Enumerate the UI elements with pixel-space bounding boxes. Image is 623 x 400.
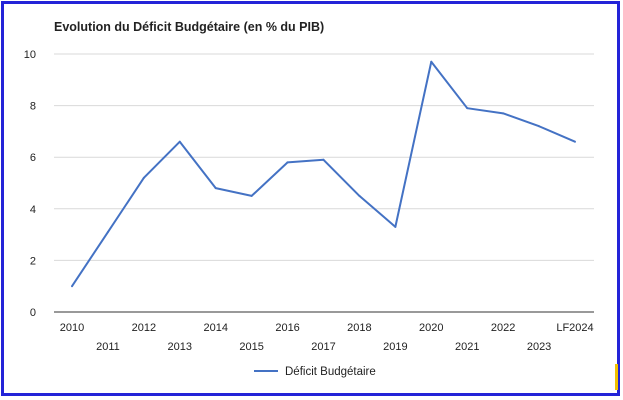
data-point xyxy=(142,176,145,179)
x-tick-label: 2011 xyxy=(96,341,120,353)
legend-label: Déficit Budgétaire xyxy=(285,366,376,378)
x-tick-label: 2021 xyxy=(455,341,479,353)
data-point xyxy=(394,225,397,228)
x-axis-ticks: 2010 2011 2012 2013 2014 2015 2016 2017 2018 2019… xyxy=(60,322,594,353)
x-tick-label: 2019 xyxy=(383,341,407,353)
data-point xyxy=(466,107,469,110)
y-tick-label: 8 xyxy=(30,101,36,113)
y-tick-label: 6 xyxy=(30,152,36,164)
y-tick-label: 2 xyxy=(30,255,36,267)
chart-title: Evolution du Déficit Budgétaire (en % du… xyxy=(54,20,325,34)
data-point xyxy=(502,112,505,115)
x-tick-label: 2012 xyxy=(132,322,156,334)
data-point xyxy=(214,187,217,190)
x-tick-label: 2018 xyxy=(347,322,371,334)
x-tick-label: 2020 xyxy=(419,322,443,334)
x-tick-label: 2022 xyxy=(491,322,515,334)
x-tick-label: 2015 xyxy=(239,341,263,353)
x-tick-label: 2017 xyxy=(311,341,335,353)
data-point xyxy=(322,158,325,161)
data-point xyxy=(286,161,289,164)
x-tick-label: LF2024 xyxy=(556,322,593,334)
data-point xyxy=(250,194,253,197)
data-point xyxy=(71,285,73,288)
data-point xyxy=(574,140,576,143)
y-axis-ticks: 0 2 4 6 8 10 xyxy=(24,49,36,319)
y-tick-label: 4 xyxy=(30,204,36,216)
data-point xyxy=(430,60,433,63)
x-tick-label: 2014 xyxy=(203,322,227,334)
y-tick-label: 10 xyxy=(24,49,36,61)
data-point xyxy=(106,231,109,234)
grid-lines xyxy=(54,53,594,313)
data-point xyxy=(538,125,541,128)
series-line xyxy=(71,60,576,287)
x-tick-label: 2023 xyxy=(527,341,551,353)
data-point xyxy=(178,140,181,143)
x-tick-label: 2010 xyxy=(60,322,84,334)
series-group xyxy=(71,60,576,288)
x-tick-label: 2013 xyxy=(168,341,192,353)
corner-mark xyxy=(615,364,618,390)
data-point xyxy=(358,194,361,197)
y-tick-label: 0 xyxy=(30,307,36,319)
x-tick-label: 2016 xyxy=(275,322,299,334)
legend: Déficit Budgétaire xyxy=(254,366,376,378)
